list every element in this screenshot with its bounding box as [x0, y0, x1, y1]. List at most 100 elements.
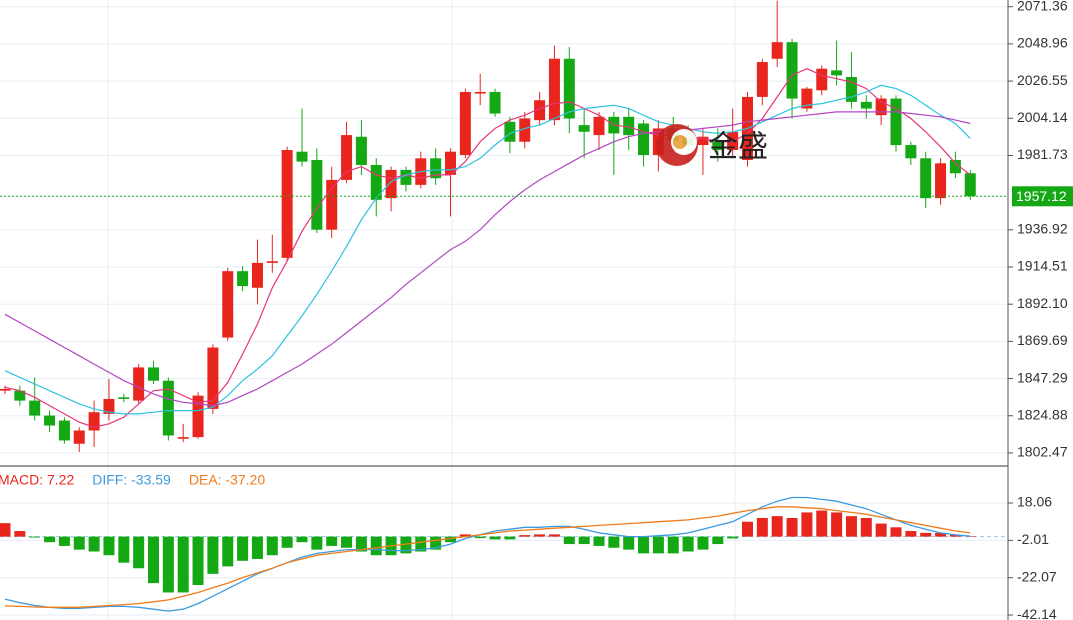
candle-body [519, 118, 531, 142]
moving-average-line [4, 111, 971, 407]
candle-body [430, 158, 442, 179]
macd-bar [14, 531, 26, 537]
candle-body [771, 42, 783, 59]
macd-bar [341, 536, 353, 548]
candle-body [623, 116, 635, 136]
candle-body [58, 420, 70, 441]
y-tick-label: 1824.88 [1017, 406, 1068, 422]
macd-bar [504, 536, 516, 540]
candle-body [385, 169, 397, 199]
macd-bar [667, 536, 679, 554]
candle-body [816, 68, 828, 91]
y-tick-label: -22.07 [1017, 568, 1057, 584]
candle-body [341, 135, 353, 180]
macd-bar [370, 536, 382, 556]
y-tick-label: 1981.73 [1017, 146, 1068, 162]
candle-body [177, 437, 189, 439]
macd-bar [623, 536, 635, 550]
macd-bar [845, 516, 857, 537]
macd-bar [118, 536, 130, 563]
candle-body [727, 131, 739, 151]
candle-body [73, 430, 85, 444]
candle-body [964, 173, 976, 197]
candle-body [801, 88, 813, 109]
candle-body [920, 158, 932, 199]
y-tick-label: 2071.36 [1017, 0, 1068, 13]
y-tick-label: 1802.47 [1017, 444, 1068, 460]
macd-bar [489, 536, 501, 540]
candle-body [905, 145, 917, 159]
macd-bar [548, 534, 560, 537]
macd-bar [355, 536, 367, 552]
candle-body [949, 159, 961, 174]
y-tick-label: -2.01 [1017, 531, 1049, 547]
macd-line [4, 496, 971, 612]
macd-bar [58, 536, 70, 546]
macd-bar [445, 536, 456, 543]
macd-bar [697, 536, 709, 550]
y-tick-label: 1869.69 [1017, 332, 1068, 348]
logo-dot [673, 135, 687, 149]
candle-body [534, 100, 546, 121]
candle-body [935, 163, 947, 199]
candle-body [831, 70, 843, 76]
candle-body [88, 412, 100, 431]
candle-body [489, 91, 501, 114]
candle-body [207, 347, 219, 409]
macd-bar [162, 536, 174, 593]
macd-bar [949, 534, 961, 537]
macd-bar [578, 536, 590, 545]
macd-bar [311, 536, 323, 550]
macd-bar [682, 536, 694, 552]
macd-bar [44, 536, 56, 543]
candle-body [756, 62, 768, 97]
macd-bar [742, 521, 753, 537]
macd-bar [786, 518, 798, 537]
macd-bar [875, 523, 887, 537]
candle-body [504, 121, 516, 142]
candle-body [593, 116, 605, 136]
candle-body [133, 367, 145, 401]
candle-body [29, 400, 41, 416]
candle-body [400, 169, 412, 185]
macd-bar [430, 536, 442, 550]
macd-line [4, 506, 971, 608]
current-price-label: 1957.12 [1016, 188, 1067, 204]
moving-average-line [4, 84, 971, 415]
macd-bar [459, 534, 471, 537]
candle-body [845, 77, 857, 102]
candle-body [445, 151, 456, 175]
macd-bar [519, 535, 531, 537]
candle-body [326, 179, 338, 230]
y-tick-label: 2048.96 [1017, 35, 1068, 51]
macd-bar [415, 536, 427, 552]
legend-entry: DEA: -37.20 [189, 472, 265, 488]
macd-bar [266, 536, 278, 556]
macd-bar [326, 536, 338, 546]
candle-body [311, 159, 323, 230]
macd-bar [920, 532, 932, 537]
macd-bar [935, 532, 947, 537]
macd-bar [652, 536, 664, 554]
macd-bar [771, 516, 783, 537]
candle-body [0, 388, 11, 391]
candle-body [118, 397, 130, 399]
y-tick-label: 1847.29 [1017, 369, 1068, 385]
candle-body [712, 141, 724, 151]
macd-bar [296, 536, 308, 543]
macd-bar [207, 536, 219, 574]
macd-bar [727, 536, 739, 539]
macd-bar [608, 536, 620, 548]
y-tick-label: 18.06 [1017, 494, 1052, 510]
macd-bar [73, 536, 85, 550]
y-tick-label: 1936.92 [1017, 221, 1068, 237]
macd-bar [593, 536, 605, 546]
macd-bar [0, 523, 11, 537]
macd-bar [148, 536, 159, 584]
legend-entry: DIFF: -33.59 [92, 472, 171, 488]
candle-body [474, 91, 486, 94]
candle-body [222, 271, 234, 338]
candle-body [578, 125, 590, 132]
macd-bar [474, 536, 486, 539]
